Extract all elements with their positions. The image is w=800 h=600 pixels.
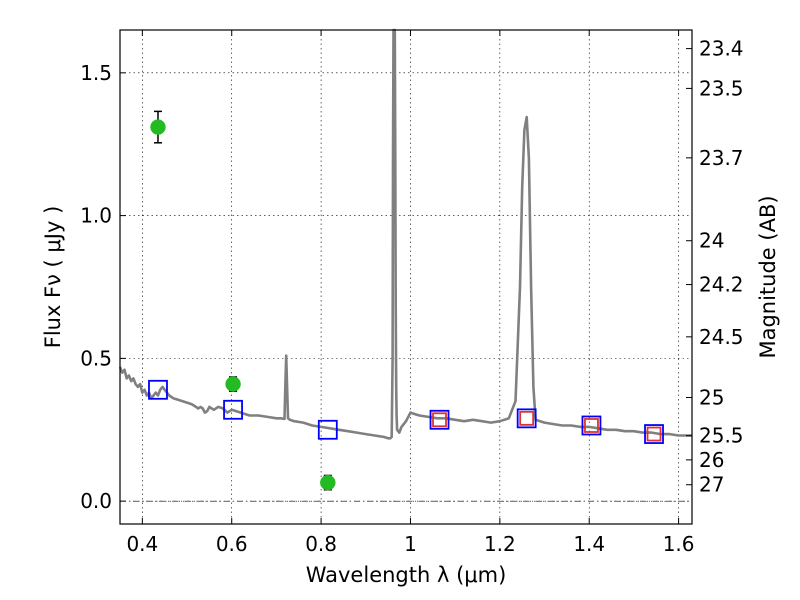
magnitude-tick-label: 25.5 xyxy=(699,424,744,448)
observed-flux-point xyxy=(320,474,336,491)
magnitude-tick-label: 23.4 xyxy=(699,37,744,61)
y-axis-label: Flux Fν ( μJy ) xyxy=(41,206,65,349)
magnitude-tick-label: 23.5 xyxy=(699,76,744,100)
observed-flux-point xyxy=(150,119,166,135)
blue-square-marker xyxy=(581,415,602,436)
model-spectrum-line xyxy=(118,28,692,440)
right-axis-label: Magnitude (AB) xyxy=(756,195,780,358)
blue-square-marker xyxy=(516,408,537,429)
magnitude-tick-label: 24.5 xyxy=(699,325,744,349)
blue-square-marker xyxy=(644,424,664,444)
x-tick-label: 0.8 xyxy=(305,532,337,556)
axis-ticks: 0.4 0.6 0.8 1 1.2 1.4 1.6 0.0 0.5 1.0 1.5 23.4 23.5 2… xyxy=(80,30,744,556)
x-tick-label: 0.6 xyxy=(216,532,248,556)
observed-flux-point xyxy=(225,376,241,392)
magnitude-tick-label: 27 xyxy=(699,473,724,497)
y-tick-label: 1.0 xyxy=(80,204,112,228)
magnitude-tick-label: 26 xyxy=(699,448,724,472)
magnitude-tick-label: 25 xyxy=(699,385,724,409)
y-tick-label: 0.5 xyxy=(80,346,112,370)
y-tick-label: 0.0 xyxy=(80,489,112,513)
blue-square-marker xyxy=(317,419,338,440)
x-tick-label: 1.4 xyxy=(573,532,605,556)
magnitude-tick-label: 24 xyxy=(699,229,724,253)
red-square-marker xyxy=(432,412,447,428)
blue-square-marker xyxy=(223,399,243,420)
x-tick-label: 1 xyxy=(404,532,417,556)
photometry-layer xyxy=(148,110,664,491)
blue-square-marker xyxy=(148,379,168,400)
x-axis-label: Wavelength λ (μm) xyxy=(306,563,507,587)
red-square-marker xyxy=(584,418,599,433)
spectrum-layer xyxy=(118,28,692,440)
plot-frame xyxy=(119,29,693,525)
magnitude-tick-label: 23.7 xyxy=(699,146,744,170)
blue-square-marker xyxy=(429,409,450,430)
grid-lines xyxy=(120,30,692,524)
red-square-marker xyxy=(519,410,535,426)
x-tick-label: 1.2 xyxy=(484,532,516,556)
magnitude-tick-label: 24.2 xyxy=(699,273,744,297)
red-square-marker xyxy=(646,426,662,442)
x-tick-label: 1.6 xyxy=(663,532,695,556)
x-tick-label: 0.4 xyxy=(126,532,158,556)
y-tick-label: 1.5 xyxy=(80,61,112,85)
